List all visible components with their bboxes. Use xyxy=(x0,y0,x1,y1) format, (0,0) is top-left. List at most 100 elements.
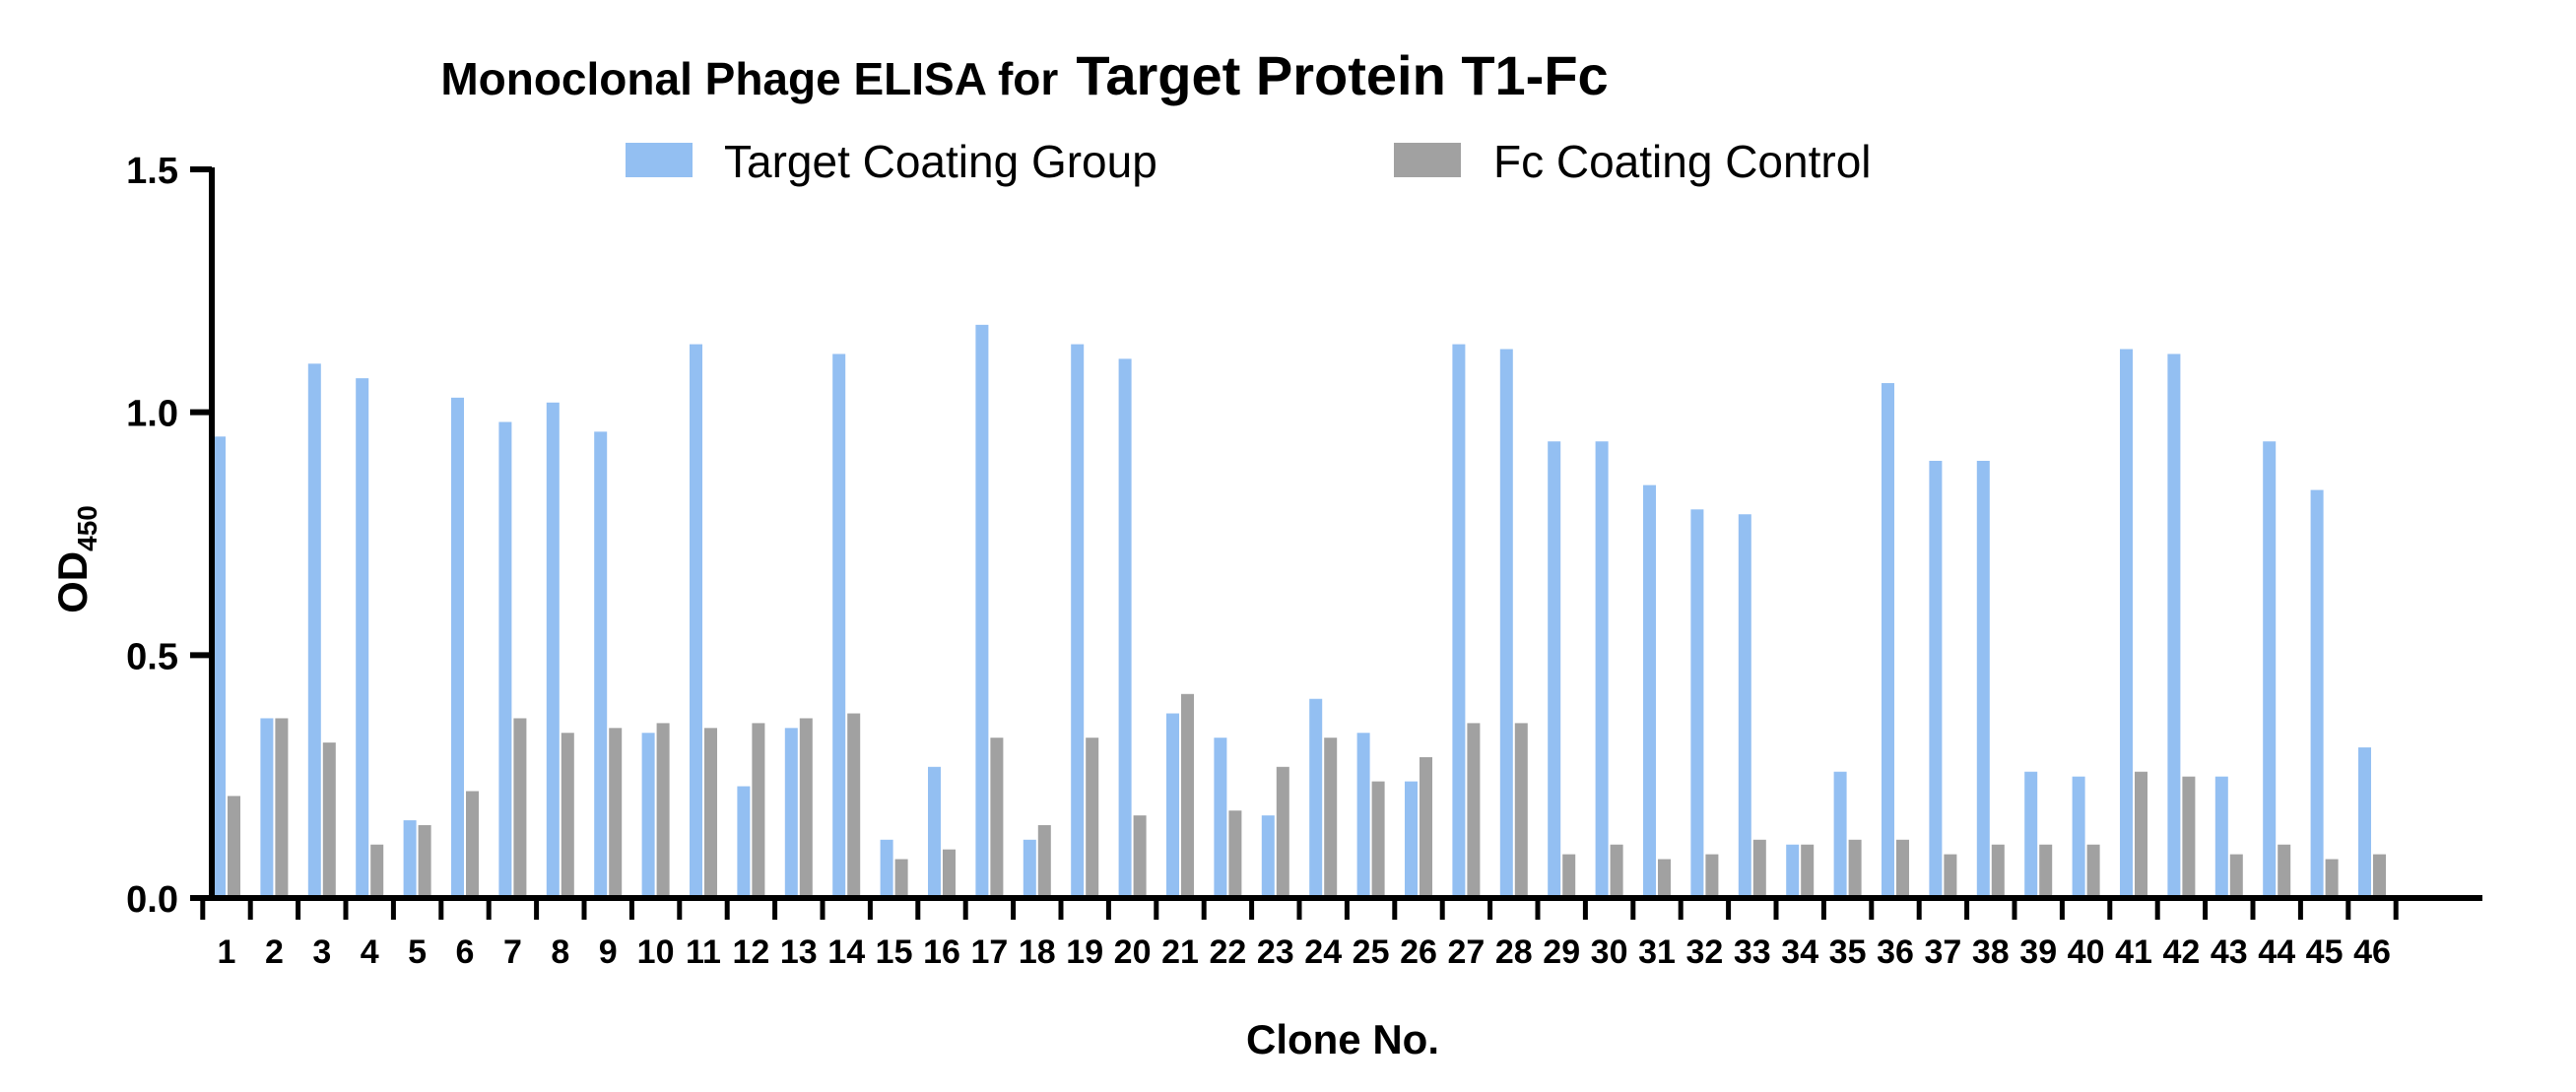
bar-target-25 xyxy=(1356,733,1370,898)
x-tick-label: 37 xyxy=(1924,933,1961,971)
bar-target-41 xyxy=(2120,349,2133,898)
bar-fc-6 xyxy=(466,791,479,898)
bar-fc-30 xyxy=(1610,844,1623,898)
x-tick-label: 2 xyxy=(265,933,284,971)
bar-target-20 xyxy=(1118,358,1132,898)
bar-target-19 xyxy=(1071,344,1085,899)
bar-fc-16 xyxy=(943,849,956,898)
x-tick-label: 40 xyxy=(2068,933,2105,971)
x-tick-label: 39 xyxy=(2019,933,2057,971)
bar-target-26 xyxy=(1405,781,1418,898)
x-tick-label: 44 xyxy=(2258,933,2295,971)
bar-target-35 xyxy=(1833,771,1847,898)
bar-fc-20 xyxy=(1133,815,1147,898)
x-tick-label: 24 xyxy=(1304,933,1342,971)
legend-label-fc: Fc Coating Control xyxy=(1493,136,1872,187)
bar-fc-19 xyxy=(1086,738,1099,898)
bar-fc-4 xyxy=(370,844,384,898)
bar-fc-38 xyxy=(1991,844,2005,898)
bar-fc-31 xyxy=(1658,859,1671,898)
x-tick-label: 13 xyxy=(780,933,818,971)
x-tick-label: 38 xyxy=(1972,933,2010,971)
chart-title-emphasis: Target Protein T1-Fc xyxy=(1076,44,1608,106)
bar-target-12 xyxy=(737,786,751,898)
x-tick-label: 1 xyxy=(218,933,236,971)
bar-fc-44 xyxy=(2278,844,2291,898)
x-tick-label: 17 xyxy=(970,933,1008,971)
y-tick-label: 1.0 xyxy=(126,394,178,435)
bar-target-23 xyxy=(1261,815,1275,898)
bar-target-33 xyxy=(1738,514,1751,898)
bar-fc-40 xyxy=(2086,844,2100,898)
y-axis-title-subscript: 450 xyxy=(72,505,102,551)
x-tick-label: 6 xyxy=(456,933,475,971)
axes-layer: 0.00.51.01.51 2 3 4 5 6 7 8 9 10 11 12 13 14 15 16 17 18 1… xyxy=(126,151,2482,971)
y-axis-title-main: OD xyxy=(49,551,96,613)
bar-target-7 xyxy=(498,421,512,898)
bar-target-32 xyxy=(1690,509,1704,898)
x-tick-label: 26 xyxy=(1400,933,1437,971)
bar-fc-8 xyxy=(561,733,574,898)
legend-label-target: Target Coating Group xyxy=(724,136,1157,187)
bar-fc-37 xyxy=(1944,854,1957,898)
bar-target-4 xyxy=(356,378,369,899)
bar-fc-22 xyxy=(1228,810,1242,898)
x-tick-label: 35 xyxy=(1829,933,1867,971)
bar-fc-43 xyxy=(2229,854,2243,898)
bar-fc-14 xyxy=(847,713,861,898)
bar-target-11 xyxy=(690,344,702,899)
x-tick-label: 14 xyxy=(827,933,865,971)
x-tick-label: 20 xyxy=(1114,933,1152,971)
bar-target-21 xyxy=(1166,713,1179,898)
bar-fc-46 xyxy=(2373,854,2386,898)
x-tick-label: 11 xyxy=(686,933,721,971)
x-tick-label: 19 xyxy=(1066,933,1103,971)
chart-title: Monoclonal Phage ELISA for Target Protei… xyxy=(440,44,1608,106)
bar-target-37 xyxy=(1929,461,1943,898)
bar-target-40 xyxy=(2072,776,2085,898)
bar-target-5 xyxy=(403,820,417,898)
bar-target-9 xyxy=(594,431,608,898)
bar-fc-39 xyxy=(2039,844,2053,898)
bar-fc-1 xyxy=(228,796,240,898)
bar-target-16 xyxy=(928,766,941,898)
x-tick-label: 9 xyxy=(599,933,618,971)
x-tick-label: 23 xyxy=(1257,933,1294,971)
x-tick-label: 42 xyxy=(2162,933,2200,971)
bar-target-42 xyxy=(2167,353,2181,898)
x-tick-label: 34 xyxy=(1781,933,1818,971)
x-tick-label: 27 xyxy=(1447,933,1485,971)
bar-fc-41 xyxy=(2135,771,2147,898)
bar-fc-35 xyxy=(1848,839,1862,898)
bar-fc-11 xyxy=(704,728,717,898)
x-tick-label: 29 xyxy=(1543,933,1580,971)
y-axis-title: OD450 xyxy=(49,505,102,613)
x-tick-label: 45 xyxy=(2306,933,2344,971)
bar-fc-29 xyxy=(1562,854,1576,898)
x-tick-label: 7 xyxy=(503,933,522,971)
bar-fc-15 xyxy=(894,859,908,898)
x-tick-label: 10 xyxy=(637,933,675,971)
bar-target-45 xyxy=(2310,489,2324,898)
x-axis-title: Clone No. xyxy=(1246,1016,1439,1062)
bar-target-31 xyxy=(1643,484,1656,898)
bar-fc-13 xyxy=(799,718,813,898)
bar-target-24 xyxy=(1309,698,1323,898)
bar-target-44 xyxy=(2263,441,2277,898)
bar-target-43 xyxy=(2214,776,2228,898)
bar-target-46 xyxy=(2358,747,2371,898)
bar-target-36 xyxy=(1882,383,1894,899)
x-tick-label: 33 xyxy=(1734,933,1771,971)
bar-fc-10 xyxy=(656,723,670,898)
bar-target-1 xyxy=(213,436,226,898)
x-tick-label: 18 xyxy=(1019,933,1056,971)
x-tick-label: 15 xyxy=(876,933,913,971)
bar-target-10 xyxy=(641,733,655,898)
legend: Target Coating Group Fc Coating Control xyxy=(626,136,1872,187)
x-tick-label: 36 xyxy=(1877,933,1914,971)
x-tick-label: 16 xyxy=(923,933,960,971)
bar-fc-32 xyxy=(1705,854,1719,898)
bar-fc-24 xyxy=(1324,738,1338,898)
bar-target-13 xyxy=(784,728,798,898)
